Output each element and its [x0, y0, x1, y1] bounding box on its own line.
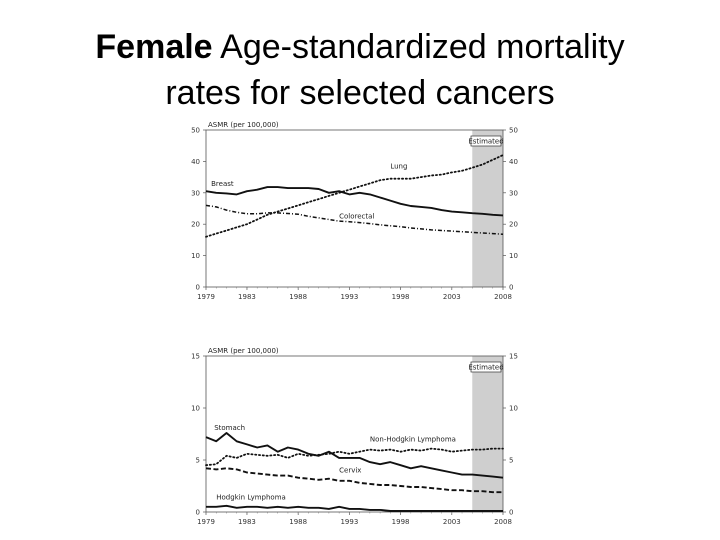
- x-tick-label: 1993: [340, 293, 358, 301]
- y-axis-title: ASMR (per 100,000): [208, 121, 279, 129]
- series-label-non-hodgkin-lymphoma: Non-Hodgkin Lymphoma: [370, 435, 456, 443]
- estimated-label-box: [470, 135, 502, 147]
- y-tick-label-right: 50: [509, 127, 518, 135]
- series-line-colorectal: [205, 204, 504, 235]
- y-tick-label-right: 30: [509, 189, 518, 197]
- x-tick-label: 1998: [392, 518, 410, 526]
- y-tick-label-right: 5: [509, 457, 513, 465]
- y-tick-label-right: 0: [509, 284, 513, 292]
- estimated-region: [472, 356, 503, 512]
- series-label-stomach: Stomach: [214, 424, 245, 432]
- y-tick-label-left: 10: [191, 405, 200, 413]
- x-tick-label: 1979: [197, 518, 215, 526]
- y-tick-label-right: 20: [509, 221, 518, 229]
- y-tick-label-left: 15: [191, 353, 200, 361]
- x-tick-label: 2003: [443, 293, 461, 301]
- y-tick-label-right: 0: [509, 509, 513, 517]
- y-tick-label-left: 10: [191, 252, 200, 260]
- x-tick-label: 1998: [392, 293, 410, 301]
- x-tick-label: 1993: [340, 518, 358, 526]
- series-label-hodgkin-lymphoma: Hodgkin Lymphoma: [216, 494, 286, 502]
- title-line2: rates for selected cancers: [165, 74, 555, 112]
- x-tick-label: 2008: [494, 518, 512, 526]
- x-tick-label: 2008: [494, 293, 512, 301]
- series-label-lung: Lung: [390, 163, 407, 171]
- y-axis-title: ASMR (per 100,000): [208, 347, 279, 355]
- y-tick-label-left: 0: [196, 284, 200, 292]
- x-tick-label: 1988: [289, 518, 307, 526]
- series-line-lung: [205, 154, 504, 238]
- series-line-cervix: [205, 467, 503, 494]
- y-tick-label-left: 50: [191, 127, 200, 135]
- series-line-hodgkin-lymphoma: [206, 504, 503, 512]
- x-tick-label: 2003: [443, 518, 461, 526]
- y-tick-label-left: 5: [196, 457, 200, 465]
- series-line-stomach: [205, 432, 504, 479]
- y-tick-label-left: 30: [191, 189, 200, 197]
- y-tick-label-right: 40: [509, 158, 518, 166]
- estimated-region: [472, 130, 503, 287]
- series-label-cervix: Cervix: [339, 466, 361, 474]
- plot-frame: [205, 129, 504, 288]
- y-tick-label-right: 10: [509, 252, 518, 260]
- plot-frame: [205, 355, 504, 513]
- series-label-breast: Breast: [211, 180, 234, 188]
- slide-title: Female Age-standardized mortality rates …: [0, 24, 720, 116]
- y-tick-label-left: 40: [191, 158, 200, 166]
- series-line-non-hodgkin-lymphoma: [205, 447, 504, 467]
- estimated-label: Estimated: [468, 138, 503, 146]
- series-label-colorectal: Colorectal: [339, 213, 374, 221]
- y-tick-label-left: 0: [196, 509, 200, 517]
- y-tick-label-left: 20: [191, 221, 200, 229]
- title-rest: Age-standardized mortality: [212, 28, 625, 66]
- x-tick-label: 1988: [289, 293, 307, 301]
- y-tick-label-right: 10: [509, 405, 518, 413]
- x-tick-label: 1983: [238, 293, 256, 301]
- estimated-label: Estimated: [468, 364, 503, 372]
- estimated-label-box: [470, 361, 502, 373]
- x-tick-label: 1983: [238, 518, 256, 526]
- y-tick-label-right: 15: [509, 353, 518, 361]
- x-tick-label: 1979: [197, 293, 215, 301]
- title-bold: Female: [95, 28, 213, 66]
- series-line-breast: [205, 186, 504, 217]
